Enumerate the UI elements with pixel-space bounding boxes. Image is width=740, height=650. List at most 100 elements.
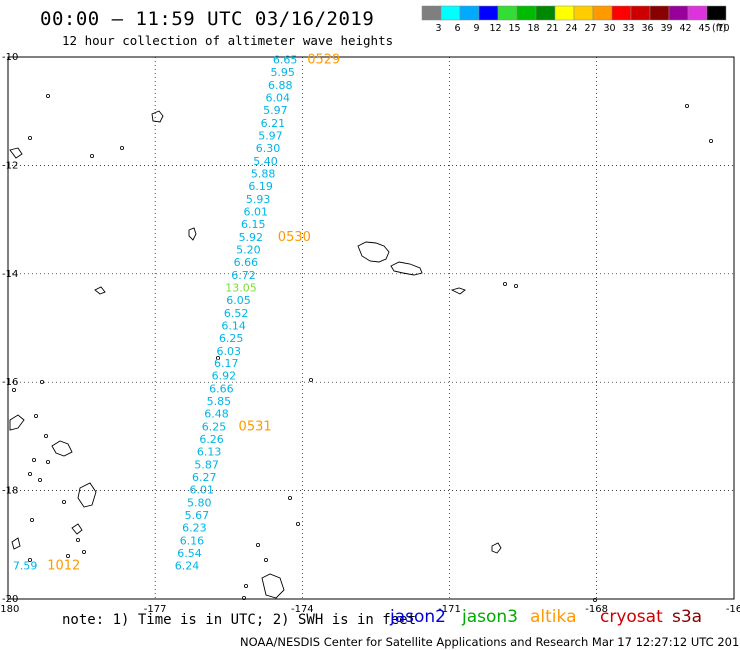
wave-height-value: 5.92 (239, 231, 264, 244)
wave-height-value: 6.92 (212, 370, 237, 383)
island-dot (593, 598, 598, 603)
wave-height-value: 6.72 (231, 269, 256, 282)
map-tick-labels: -180 -177 -174 -171 -168 -16 -10 -12 -14 -16 -18 -2… (0, 52, 740, 615)
wave-height-value: 6.03 (216, 345, 241, 358)
island-outline (188, 227, 197, 241)
island-outline (357, 241, 390, 263)
wave-height-value: 6.88 (268, 79, 293, 92)
wave-height-value: 13.05 (225, 281, 257, 294)
altimeter-track: 6.655.956.886.045.976.215.976.305.405.88… (175, 54, 298, 573)
legend-label: 15 (508, 23, 520, 34)
island-dot (46, 459, 51, 464)
wave-height-value: 6.66 (234, 256, 259, 269)
wave-height-value: 6.16 (180, 534, 205, 547)
island-dot (27, 558, 32, 563)
lon-tick-label: -16 (726, 604, 740, 615)
lon-tick-label: -171 (438, 604, 461, 615)
wave-height-value: 6.24 (175, 559, 200, 572)
island-dot (685, 104, 690, 109)
island-dot (32, 457, 37, 462)
wave-height-value: 6.25 (219, 332, 244, 345)
island-outline (491, 542, 502, 554)
legend-swatch (421, 5, 442, 21)
corner-value: 1012 (47, 558, 80, 573)
island-outline (71, 523, 83, 535)
legend-label: 12 (489, 23, 501, 34)
legend-label: 3 (435, 23, 441, 34)
legend-swatch (630, 5, 651, 21)
legend-unit: (ft) (712, 23, 726, 34)
legend-label: 18 (527, 23, 539, 34)
island-dot (120, 145, 125, 150)
wave-height-value: 6.48 (204, 408, 229, 421)
island-outline (390, 261, 423, 276)
legend-swatch (497, 5, 518, 21)
wave-height-value: 5.93 (246, 193, 271, 206)
satellite-jason3: jason3 (462, 607, 518, 627)
legend-label: 6 (454, 23, 460, 34)
island-dot (38, 477, 43, 482)
legend-label: 70 (717, 23, 729, 34)
wave-height-value: 6.66 (209, 383, 234, 396)
island-dot (243, 584, 248, 589)
wave-height-value: 6.15 (241, 218, 266, 231)
island-dot (215, 355, 220, 360)
wave-height-value: 6.25 (202, 421, 227, 434)
wave-height-value: 6.27 (192, 471, 217, 484)
legend-label: 33 (622, 23, 634, 34)
legend-swatch (554, 5, 575, 21)
lon-tick-label: -180 (0, 604, 19, 615)
legend-label: 21 (546, 23, 558, 34)
map-frame (7, 56, 735, 600)
wave-height-value: 6.04 (266, 92, 291, 105)
island-dot (287, 495, 292, 500)
footer-note: note: 1) Time is in UTC; 2) SWH is in fe… (62, 612, 417, 628)
legend-label: 30 (603, 23, 615, 34)
island-dot (27, 135, 32, 140)
island-dot (295, 522, 300, 527)
island-outline (11, 537, 21, 550)
island-outline (77, 482, 97, 508)
credit-line: NOAA/NESDIS Center for Satellite Applica… (240, 635, 740, 649)
page-title: 00:00 – 11:59 UTC 03/16/2019 (40, 8, 375, 30)
island-outline (450, 287, 466, 295)
lat-tick-label: -14 (2, 269, 18, 280)
lat-tick-label: -10 (2, 52, 18, 63)
island-outline (151, 110, 164, 123)
island-dot (46, 94, 51, 99)
island-dot (90, 153, 95, 158)
island-outline (9, 147, 23, 159)
legend-label: 27 (584, 23, 596, 34)
island-dot (66, 554, 71, 559)
island-dot (62, 499, 67, 504)
legend-swatch (573, 5, 594, 21)
lon-tick-label: -174 (291, 604, 314, 615)
map-grid (8, 57, 734, 599)
wave-height-value: 6.30 (256, 142, 281, 155)
wave-height-value: 5.80 (187, 497, 212, 510)
legend-swatch (687, 5, 708, 21)
island-dot (76, 538, 81, 543)
wave-height-value: 6.65 (273, 54, 298, 67)
lat-tick-label: -16 (2, 377, 18, 388)
page-subtitle: 12 hour collection of altimeter wave hei… (62, 33, 394, 48)
lat-tick-label: -12 (2, 160, 18, 171)
island-dot (263, 558, 268, 563)
island-dot (27, 471, 32, 476)
wave-height-value: 6.21 (261, 117, 286, 130)
island-dot (44, 433, 49, 438)
legend-label: 36 (641, 23, 653, 34)
wave-height-value: 5.20 (236, 243, 261, 256)
legend-label: 39 (660, 23, 672, 34)
wave-height-value: 5.87 (194, 459, 219, 472)
color-legend: 3 6 9 12 15 18 21 24 27 30 33 36 39 42 45 70(ft) (421, 5, 730, 34)
track-time-label: 0529 (307, 53, 340, 68)
wave-height-value: 6.23 (182, 521, 207, 534)
legend-swatch (706, 5, 727, 21)
legend-label: 42 (679, 23, 691, 34)
island-outlines (9, 94, 714, 603)
island-outline (51, 440, 73, 457)
wave-height-value: 6.14 (221, 319, 246, 332)
legend-label: 24 (565, 23, 577, 34)
